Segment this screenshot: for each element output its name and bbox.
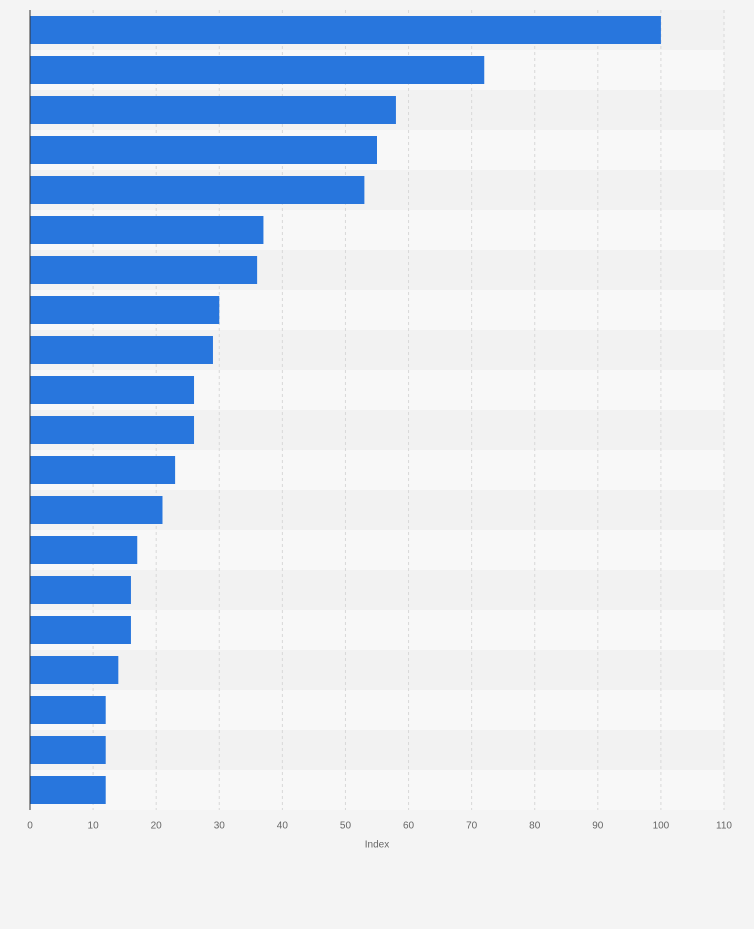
x-tick-label: 50 — [340, 821, 352, 832]
bar — [30, 296, 220, 324]
x-tick-label: 80 — [529, 821, 541, 832]
row-stripe — [30, 730, 724, 770]
bar — [30, 416, 195, 444]
row-stripe — [30, 770, 724, 810]
bar — [30, 16, 661, 44]
x-tick-label: 70 — [466, 821, 478, 832]
bar — [30, 136, 377, 164]
bar — [30, 696, 106, 724]
row-stripe — [30, 690, 724, 730]
bar — [30, 536, 138, 564]
x-tick-label: 90 — [592, 821, 604, 832]
bars — [30, 16, 661, 804]
bar — [30, 576, 131, 604]
x-tick-label: 0 — [27, 821, 33, 832]
bar — [30, 256, 258, 284]
row-stripe — [30, 650, 724, 690]
row-stripe — [30, 530, 724, 570]
x-tick-label: 20 — [151, 821, 163, 832]
x-tick-label: 110 — [716, 821, 732, 832]
x-tick-label: 30 — [214, 821, 226, 832]
x-tick-label: 10 — [88, 821, 100, 832]
bar — [30, 216, 264, 244]
bar — [30, 456, 176, 484]
bar — [30, 656, 119, 684]
bar — [30, 96, 396, 124]
bar — [30, 336, 213, 364]
bar — [30, 496, 163, 524]
bar — [30, 56, 485, 84]
bar — [30, 776, 106, 804]
x-axis-label: Index — [365, 840, 389, 851]
row-stripe — [30, 570, 724, 610]
x-tick-label: 100 — [653, 821, 670, 832]
bar — [30, 176, 365, 204]
row-stripe — [30, 610, 724, 650]
row-stripes — [30, 10, 724, 810]
x-tick-label: 60 — [403, 821, 415, 832]
bar — [30, 376, 195, 404]
x-tick-label: 40 — [277, 821, 289, 832]
bar — [30, 736, 106, 764]
bar — [30, 616, 131, 644]
